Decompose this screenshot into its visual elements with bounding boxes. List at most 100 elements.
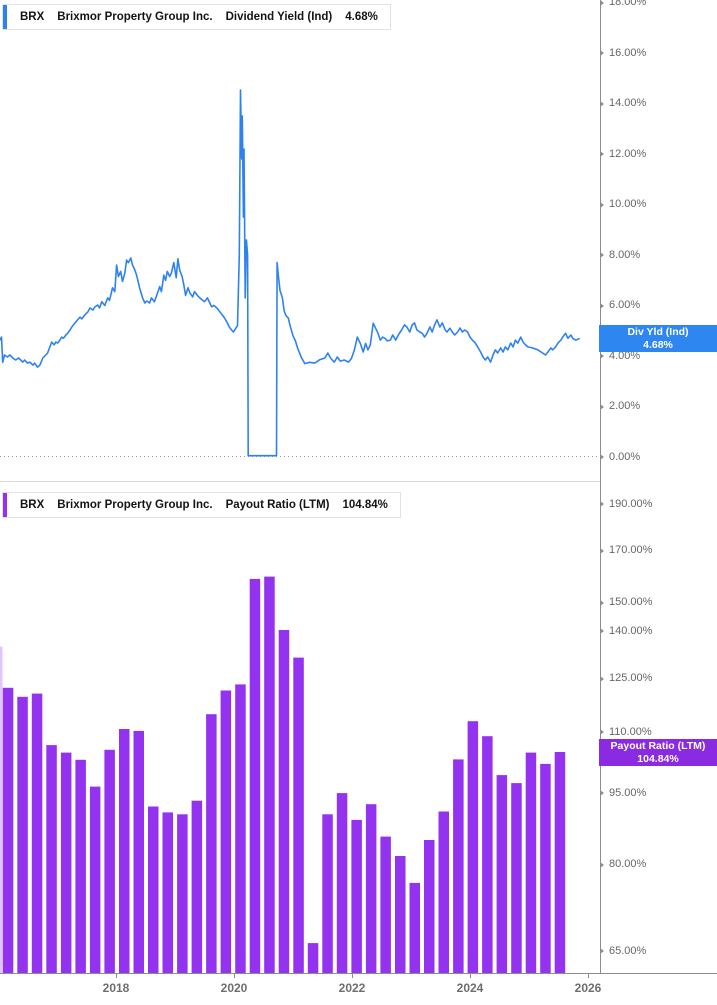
y-tick-text: 190.00% xyxy=(609,497,653,510)
tick-arrow-icon xyxy=(600,252,604,258)
y-tick-text: 150.00% xyxy=(609,596,653,609)
payout-ratio-bar[interactable] xyxy=(336,793,348,973)
tick-arrow-icon xyxy=(600,501,604,508)
badge-metric-value: 104.84% xyxy=(637,752,679,765)
tick-arrow-icon xyxy=(600,729,604,735)
y-tick-text: 10.00% xyxy=(609,198,647,210)
dividend-yield-legend[interactable]: BRX Brixmor Property Group Inc. Dividend… xyxy=(2,4,391,30)
ticker-label: BRX xyxy=(20,11,45,23)
x-axis-year-label: 2022 xyxy=(338,981,366,995)
payout-ratio-bar[interactable] xyxy=(525,752,537,973)
payout-ratio-bar[interactable] xyxy=(17,696,28,973)
payout-ratio-bar[interactable] xyxy=(496,775,508,973)
payout-ratio-y-tick-label: 140.00% xyxy=(600,625,652,638)
y-tick-text: 18.00% xyxy=(609,0,647,8)
payout-ratio-bar[interactable] xyxy=(148,806,159,974)
payout-ratio-bar[interactable] xyxy=(395,856,406,973)
payout-ratio-bar[interactable] xyxy=(31,693,43,973)
payout-ratio-bar[interactable] xyxy=(119,729,130,973)
payout-ratio-bar[interactable] xyxy=(307,943,319,973)
payout-ratio-bar[interactable] xyxy=(409,882,421,973)
dividend-yield-y-tick-label: 6.00% xyxy=(600,299,640,312)
dividend-yield-y-tick-label: 10.00% xyxy=(600,198,646,211)
payout-ratio-bar[interactable] xyxy=(104,749,115,973)
payout-ratio-series-chip xyxy=(3,493,7,517)
payout-ratio-bar[interactable] xyxy=(220,690,232,974)
payout-ratio-bar[interactable] xyxy=(133,730,145,973)
payout-ratio-legend[interactable]: BRX Brixmor Property Group Inc. Payout R… xyxy=(2,492,401,518)
y-tick-text: 65.00% xyxy=(609,944,647,957)
x-axis-year-label: 2020 xyxy=(220,981,248,995)
y-tick-text: 8.00% xyxy=(609,248,641,261)
payout-ratio-bar[interactable] xyxy=(60,752,72,973)
div-yld-last-value-badge: Div Yld (Ind) 4.68% xyxy=(599,325,717,353)
tick-arrow-icon xyxy=(600,861,604,868)
payout-ratio-bar[interactable] xyxy=(46,745,57,973)
payout-ratio-bar[interactable] xyxy=(264,576,275,973)
dividend-yield-y-tick-label: 4.00% xyxy=(600,350,640,363)
payout-ratio-bar[interactable] xyxy=(278,630,290,973)
dividend-yield-y-tick-label: 2.00% xyxy=(600,400,640,413)
payout-ratio-bar[interactable] xyxy=(424,840,435,973)
payout-ratio-bar-clipped xyxy=(0,646,3,973)
tick-arrow-icon xyxy=(600,628,604,635)
payout-ratio-y-tick-label: 110.00% xyxy=(600,726,652,739)
y-tick-text: 4.00% xyxy=(609,349,641,362)
payout-ratio-y-tick-label: 95.00% xyxy=(600,787,646,800)
metric-value: 104.84% xyxy=(342,499,388,511)
payout-ratio-bar[interactable] xyxy=(511,783,522,973)
tick-arrow-icon xyxy=(600,790,604,797)
payout-ratio-last-value-badge: Payout Ratio (LTM) 104.84% xyxy=(599,738,717,766)
metric-name: Payout Ratio (LTM) xyxy=(225,499,330,511)
payout-ratio-bar[interactable] xyxy=(453,759,464,973)
tick-arrow-icon xyxy=(600,675,604,682)
dividend-yield-y-tick-label: 8.00% xyxy=(600,249,640,262)
payout-ratio-y-tick-label: 125.00% xyxy=(600,672,652,685)
tick-arrow-icon xyxy=(600,302,604,309)
company-name: Brixmor Property Group Inc. xyxy=(57,11,213,23)
payout-ratio-bar[interactable] xyxy=(322,814,333,973)
tick-arrow-icon xyxy=(600,0,604,6)
payout-ratio-bar[interactable] xyxy=(235,684,246,973)
payout-ratio-bar[interactable] xyxy=(438,811,450,974)
badge-metric-value: 4.68% xyxy=(643,339,673,352)
tick-arrow-icon xyxy=(600,948,604,955)
payout-ratio-y-tick-label: 190.00% xyxy=(600,498,652,511)
payout-ratio-y-tick-label: 80.00% xyxy=(600,858,646,871)
tick-arrow-icon xyxy=(600,454,604,460)
payout-ratio-bar[interactable] xyxy=(351,819,362,973)
payout-ratio-bar[interactable] xyxy=(206,714,217,973)
y-tick-text: 140.00% xyxy=(609,624,653,637)
payout-ratio-bar[interactable] xyxy=(467,721,479,973)
tick-arrow-icon xyxy=(600,599,604,606)
payout-ratio-bar[interactable] xyxy=(75,759,86,973)
payout-ratio-bar[interactable] xyxy=(249,578,261,973)
payout-ratio-bar[interactable] xyxy=(162,812,174,973)
y-tick-text: 80.00% xyxy=(609,858,647,871)
payout-ratio-bar[interactable] xyxy=(554,752,566,973)
y-tick-text: 14.00% xyxy=(609,97,647,109)
company-name: Brixmor Property Group Inc. xyxy=(57,499,213,511)
payout-ratio-bar[interactable] xyxy=(540,763,551,973)
tick-arrow-icon xyxy=(600,403,604,410)
payout-ratio-bar[interactable] xyxy=(2,687,14,973)
payout-ratio-bar[interactable] xyxy=(482,736,493,973)
payout-ratio-bar[interactable] xyxy=(89,786,101,973)
dividend-yield-y-tick-label: 12.00% xyxy=(600,148,646,161)
payout-ratio-bar[interactable] xyxy=(365,804,377,973)
payout-ratio-bar[interactable] xyxy=(293,657,304,973)
y-tick-text: 125.00% xyxy=(609,672,653,685)
x-axis-year-label: 2018 xyxy=(102,981,130,995)
payout-ratio-bar[interactable] xyxy=(380,836,391,973)
x-axis-year-label: 2026 xyxy=(574,981,602,995)
tick-arrow-icon xyxy=(600,353,604,359)
dividend-yield-series-chip xyxy=(3,5,7,29)
badge-metric-label: Div Yld (Ind) xyxy=(627,326,689,339)
ticker-label: BRX xyxy=(20,499,45,511)
tick-arrow-icon xyxy=(600,50,604,56)
y-tick-text: 95.00% xyxy=(609,786,647,799)
payout-ratio-bar[interactable] xyxy=(191,800,203,973)
payout-ratio-bar[interactable] xyxy=(177,814,188,973)
